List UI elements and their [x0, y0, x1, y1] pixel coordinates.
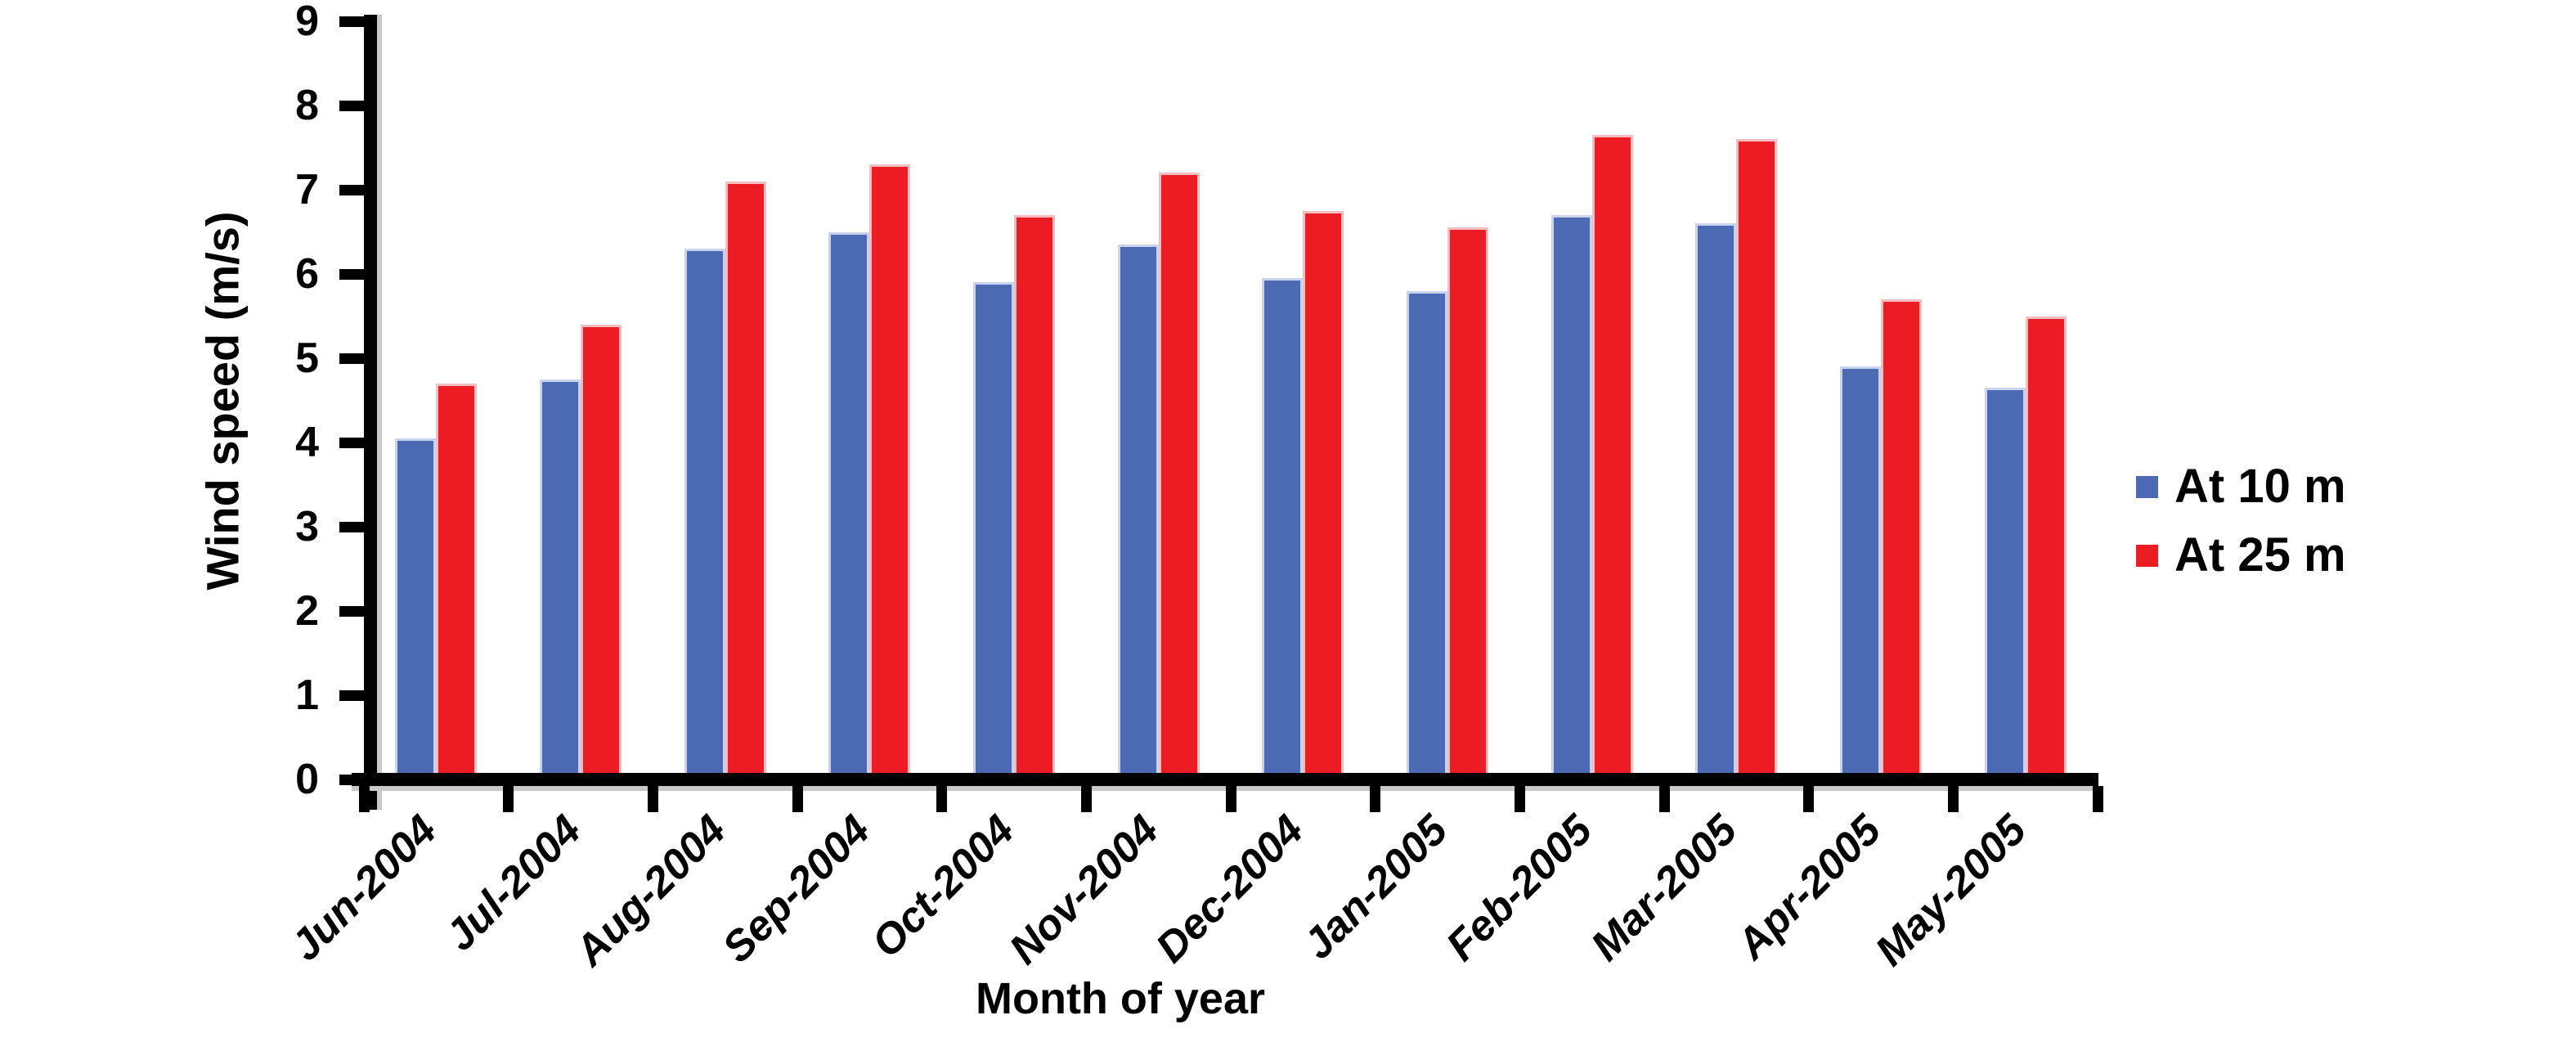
x-category-label-Jan-2005: Jan-2005	[1295, 806, 1457, 969]
bar-at-25-m-May-2005	[2025, 316, 2067, 779]
x-tick-boundary-3	[792, 786, 803, 812]
x-tick-boundary-11	[1947, 786, 1959, 812]
bar-at-10-m-Jun-2004	[395, 438, 437, 779]
bar-at-10-m-Jul-2004	[540, 379, 581, 779]
legend-label-at-25m: At 25 m	[2174, 528, 2346, 582]
x-category-label-Nov-2004: Nov-2004	[1000, 806, 1169, 974]
x-tick-boundary-0	[358, 786, 370, 812]
y-tick-2	[339, 605, 364, 617]
x-category-label-Oct-2004: Oct-2004	[863, 806, 1024, 968]
y-tick-label-3: 3	[295, 503, 319, 550]
y-tick-label-5: 5	[295, 335, 319, 382]
legend-item-at-25m: At 25 m	[2136, 532, 2346, 579]
y-axis-line	[364, 15, 377, 810]
y-tick-label-2: 2	[295, 587, 319, 635]
x-tick-boundary-2	[647, 786, 658, 812]
bar-at-25-m-Aug-2004	[725, 181, 766, 779]
x-tick-boundary-12	[2092, 786, 2103, 812]
y-tick-8	[339, 100, 364, 111]
x-tick-boundary-10	[1803, 786, 1815, 812]
legend-label-at-10m: At 10 m	[2174, 460, 2346, 513]
y-tick-label-9: 9	[295, 0, 319, 45]
x-category-label-Apr-2005: Apr-2005	[1728, 806, 1891, 969]
bar-at-10-m-Mar-2005	[1695, 223, 1737, 779]
x-tick-boundary-5	[1080, 786, 1092, 812]
x-category-label-Aug-2004: Aug-2004	[565, 806, 735, 976]
x-tick-boundary-6	[1225, 786, 1236, 812]
y-tick-3	[339, 521, 364, 532]
x-axis-title: Month of year	[975, 974, 1266, 1023]
bar-at-10-m-Oct-2004	[973, 282, 1014, 779]
legend-swatch-at-10m-icon	[2136, 475, 2158, 498]
x-category-label-Sep-2004: Sep-2004	[713, 806, 880, 972]
x-tick-boundary-9	[1658, 786, 1670, 812]
bar-at-25-m-Jul-2004	[581, 324, 622, 779]
bar-at-25-m-Nov-2004	[1158, 173, 1200, 779]
x-axis-line	[352, 773, 2098, 786]
x-category-label-Dec-2004: Dec-2004	[1147, 806, 1313, 972]
y-tick-label-4: 4	[295, 419, 319, 466]
x-tick-boundary-1	[503, 786, 514, 812]
bar-at-25-m-Sep-2004	[869, 164, 911, 779]
bar-at-10-m-Nov-2004	[1117, 244, 1159, 779]
y-tick-4	[339, 437, 364, 448]
bar-at-25-m-Mar-2005	[1736, 139, 1778, 779]
x-tick-boundary-7	[1370, 786, 1381, 812]
bar-at-25-m-Apr-2005	[1881, 299, 1922, 779]
legend: At 10 m At 25 m	[2136, 463, 2346, 600]
y-tick-label-8: 8	[295, 82, 319, 129]
y-tick-label-0: 0	[295, 756, 319, 803]
y-tick-5	[339, 353, 364, 364]
y-tick-0	[339, 774, 364, 785]
y-tick-6	[339, 268, 364, 280]
y-tick-1	[339, 689, 364, 701]
legend-item-at-10m: At 10 m	[2136, 463, 2346, 510]
bar-at-25-m-Jun-2004	[436, 383, 478, 779]
x-category-label-May-2005: May-2005	[1865, 806, 2035, 976]
bar-at-10-m-Sep-2004	[828, 231, 870, 779]
bar-at-10-m-Dec-2004	[1262, 278, 1304, 779]
y-tick-label-1: 1	[295, 671, 319, 719]
x-category-label-Jun-2004: Jun-2004	[281, 806, 447, 971]
bar-at-10-m-May-2005	[1984, 388, 2026, 779]
legend-swatch-at-25m-icon	[2136, 544, 2158, 567]
y-tick-9	[339, 16, 364, 27]
bar-at-10-m-Feb-2005	[1551, 214, 1592, 779]
bar-at-10-m-Jan-2005	[1407, 290, 1447, 779]
x-category-label-Feb-2005: Feb-2005	[1437, 806, 1602, 971]
bar-at-10-m-Apr-2005	[1840, 366, 1881, 779]
bar-at-25-m-Oct-2004	[1014, 214, 1055, 779]
y-tick-7	[339, 184, 364, 195]
bar-at-25-m-Dec-2004	[1303, 210, 1344, 779]
x-tick-boundary-4	[936, 786, 948, 812]
x-category-label-Mar-2005: Mar-2005	[1582, 806, 1747, 971]
y-tick-label-6: 6	[295, 250, 319, 298]
bar-at-10-m-Aug-2004	[684, 249, 725, 779]
x-tick-boundary-8	[1514, 786, 1525, 812]
bar-at-25-m-Feb-2005	[1591, 135, 1633, 779]
y-tick-label-7: 7	[295, 166, 319, 213]
bar-at-25-m-Jan-2005	[1447, 227, 1488, 779]
